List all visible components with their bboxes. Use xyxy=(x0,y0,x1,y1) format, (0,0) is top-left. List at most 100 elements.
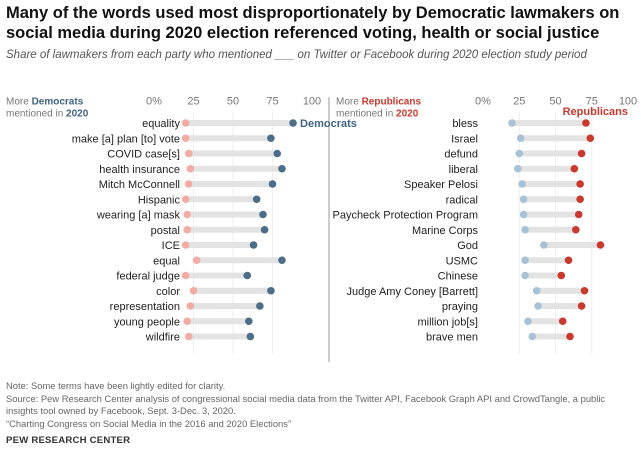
point-democrats xyxy=(259,210,267,219)
point-republicans xyxy=(186,164,195,173)
x-tick-label: 25 xyxy=(513,96,525,108)
row-right: Chinese xyxy=(438,271,566,283)
category-label: COVID case[s] xyxy=(107,149,180,161)
row-left: color xyxy=(156,286,275,298)
x-tick-label: 50 xyxy=(227,96,239,108)
left-header-line2: mentioned in 2020 xyxy=(6,109,89,120)
point-democrats xyxy=(249,241,258,249)
point-democrats xyxy=(243,271,252,280)
category-label: defund xyxy=(444,149,478,161)
category-label: Marine Corps xyxy=(412,225,479,237)
point-democrats xyxy=(528,332,537,341)
point-democrats xyxy=(515,149,524,158)
point-democrats xyxy=(268,180,277,188)
point-democrats xyxy=(267,286,275,295)
point-republicans xyxy=(576,195,584,204)
point-democrats xyxy=(246,332,255,341)
point-republicans xyxy=(181,241,190,249)
x-tick-label: 0% xyxy=(475,96,491,108)
row-left: COVID case[s] xyxy=(107,149,282,161)
row-left: young people xyxy=(114,316,253,328)
point-republicans xyxy=(184,149,193,158)
row-right: brave men xyxy=(426,332,574,344)
point-republicans xyxy=(580,286,589,295)
row-left: Hispanic xyxy=(138,194,261,206)
category-label: radical xyxy=(446,194,478,206)
row-left: ICE xyxy=(162,240,258,252)
point-republicans xyxy=(572,225,580,234)
row-left: Mitch McConnell xyxy=(99,179,277,191)
point-democrats xyxy=(519,210,528,219)
point-republicans xyxy=(183,225,191,234)
point-democrats xyxy=(521,225,529,234)
category-label: Chinese xyxy=(438,271,478,283)
row-right: praying xyxy=(442,301,586,313)
category-label: Mitch McConnell xyxy=(99,179,180,191)
category-label: Speaker Pelosi xyxy=(404,179,478,191)
chart-notes: Note: Some terms have been lightly edite… xyxy=(6,380,634,430)
category-label: God xyxy=(457,240,478,252)
x-tick-label: 0% xyxy=(146,96,162,108)
point-republicans xyxy=(192,256,201,265)
row-right: Paycheck Protection Program xyxy=(332,210,583,222)
point-republicans xyxy=(576,180,584,188)
note-line: Note: Some terms have been lightly edite… xyxy=(6,380,226,391)
point-republicans xyxy=(181,195,190,204)
row-right: USMC xyxy=(446,255,573,267)
x-tick-label: 100 xyxy=(619,96,637,108)
point-democrats xyxy=(518,180,526,188)
point-democrats xyxy=(252,195,261,204)
category-label: health insurance xyxy=(99,164,180,176)
left-header-line1: More Democrats xyxy=(6,97,84,108)
category-label: wearing [a] mask xyxy=(96,210,181,222)
row-right: radical xyxy=(446,194,584,206)
point-republicans xyxy=(566,332,574,341)
point-democrats xyxy=(260,225,269,234)
point-democrats xyxy=(516,134,525,143)
row-right: God xyxy=(457,240,605,252)
category-label: USMC xyxy=(446,255,478,267)
row-right: Speaker Pelosi xyxy=(404,179,584,191)
category-label: million job[s] xyxy=(417,316,478,328)
point-democrats xyxy=(534,302,542,310)
point-democrats xyxy=(273,149,282,158)
category-label: bless xyxy=(452,118,478,130)
right-header-line1: More Republicans xyxy=(336,97,421,108)
point-republicans xyxy=(570,164,579,173)
category-label: equality xyxy=(142,118,180,130)
point-republicans xyxy=(184,332,193,341)
row-left: make [a] plan [to] vote xyxy=(72,133,275,145)
point-democrats xyxy=(278,164,286,173)
row-right: defund xyxy=(444,149,586,161)
chart-subtitle: Share of lawmakers from each party who m… xyxy=(6,49,587,61)
point-democrats xyxy=(267,134,275,143)
row-right: million job[s] xyxy=(417,316,567,328)
row-right: Marine Corps xyxy=(412,225,580,237)
pew-brand-label: PEW RESEARCH CENTER xyxy=(6,435,131,446)
point-republicans xyxy=(189,286,198,295)
category-label: Paycheck Protection Program xyxy=(332,210,478,222)
row-left: postal xyxy=(151,225,269,237)
category-label: ICE xyxy=(162,240,180,252)
report-title-line: “Charting Congress on Social Media in th… xyxy=(6,417,292,429)
row-left: representation xyxy=(110,301,264,313)
category-label: representation xyxy=(110,301,180,313)
point-republicans xyxy=(596,241,605,249)
point-republicans xyxy=(577,149,586,158)
point-republicans xyxy=(186,302,195,310)
point-democrats xyxy=(508,119,516,127)
x-tick-label: 75 xyxy=(266,96,278,108)
point-republicans xyxy=(582,119,590,127)
category-label: color xyxy=(156,286,180,298)
row-left: equal xyxy=(153,255,286,267)
point-republicans xyxy=(183,210,191,219)
point-republicans xyxy=(183,317,191,326)
x-tick-label: 50 xyxy=(549,96,561,108)
point-republicans xyxy=(181,134,190,143)
category-label: equal xyxy=(153,255,180,267)
row-left: federal judge xyxy=(116,271,252,283)
point-republicans xyxy=(557,271,566,280)
x-tick-label: 100 xyxy=(303,96,321,108)
source-line-2: insights tool owned by Facebook, Sept. 3… xyxy=(6,405,236,417)
